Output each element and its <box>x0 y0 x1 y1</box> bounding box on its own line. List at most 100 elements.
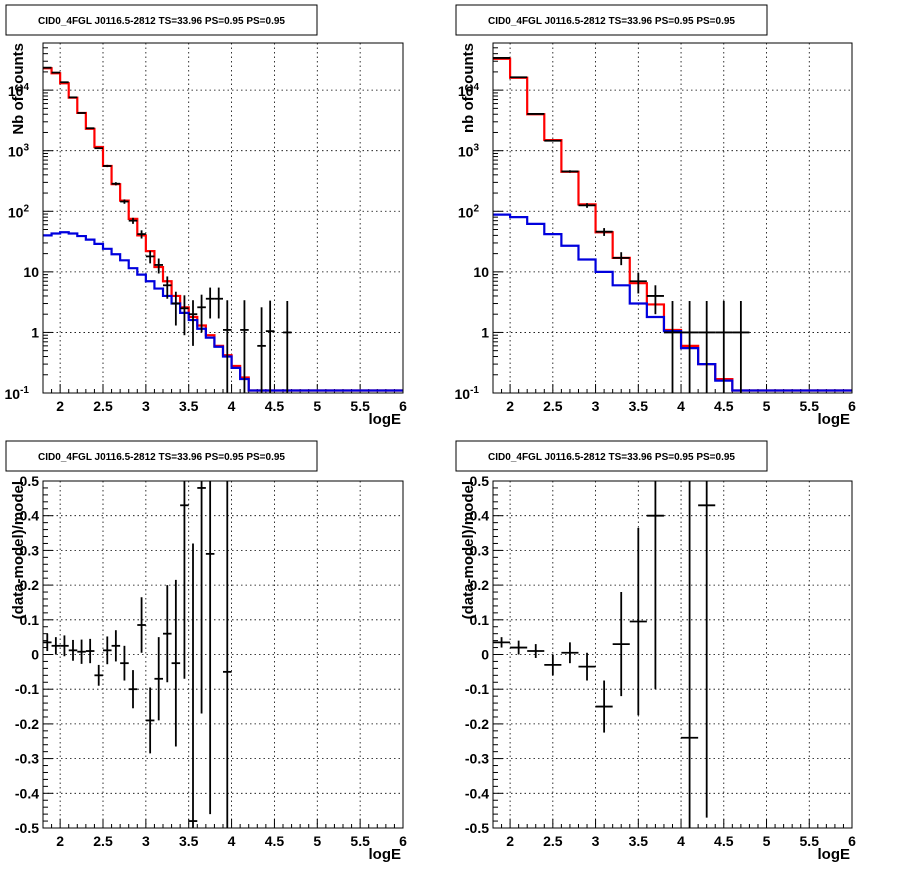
x-axis-title: logE <box>369 846 402 863</box>
y-axis-title: (data-model)/model <box>460 481 477 619</box>
x-tick-label: 3 <box>592 833 600 849</box>
plot-frame <box>42 42 404 394</box>
y-tick-label-exp: 3 <box>473 143 479 154</box>
residual-point <box>103 636 112 665</box>
y-tick-label: 10-1 <box>455 385 480 402</box>
x-tick-label: 3.5 <box>179 398 199 414</box>
x-tick-label: 4.5 <box>714 833 734 849</box>
y-tick-label: 102 <box>8 203 30 220</box>
chart-title: CID0_4FGL J0116.5-2812 TS=33.96 PS=0.95 … <box>488 16 735 27</box>
y-tick-label-exp: 4 <box>23 82 29 93</box>
x-tick-label: 4 <box>677 398 685 414</box>
x-tick-label: 4.5 <box>265 833 285 849</box>
y-tick-label-base: 10 <box>458 83 474 99</box>
data-point <box>715 301 733 393</box>
data-point <box>223 300 232 393</box>
residual-point <box>595 680 613 733</box>
y-tick-label: -0.5 <box>15 820 39 836</box>
y-axis-title: Nb of counts <box>10 43 27 135</box>
residual-point <box>629 527 647 716</box>
x-tick-label: 4 <box>228 833 236 849</box>
x-tick-label: 6 <box>848 398 856 414</box>
x-tick-label: 6 <box>848 833 856 849</box>
x-tick-label: 4 <box>228 398 236 414</box>
title-box <box>5 4 318 36</box>
residual-point <box>85 638 95 664</box>
data-point <box>137 230 146 239</box>
x-tick-label: 2.5 <box>93 833 113 849</box>
y-tick-label-exp: -1 <box>20 385 29 396</box>
y-tick-label-base: 10 <box>8 204 24 220</box>
y-tick-label: 0.4 <box>470 508 490 524</box>
data-point <box>527 113 545 115</box>
histogram-series-2 <box>43 231 403 392</box>
histogram-series-2 <box>493 213 852 392</box>
y-tick-label: -0.4 <box>15 785 39 801</box>
data-point <box>94 147 103 150</box>
y-axis-title: nb of counts <box>460 43 477 133</box>
x-tick-label: 2 <box>506 833 514 849</box>
residual-point <box>180 481 189 679</box>
y-tick-label-exp: 2 <box>473 203 479 214</box>
y-tick-label: -0.1 <box>465 681 489 697</box>
plot-area <box>493 481 716 828</box>
residual-point <box>94 664 103 686</box>
x-tick-label: 2.5 <box>543 833 563 849</box>
data-point <box>732 301 750 393</box>
y-tick-label: 0.5 <box>470 473 490 489</box>
residual-point <box>145 687 155 754</box>
data-point <box>698 301 716 393</box>
residual-point <box>544 654 562 676</box>
data-point <box>646 285 664 315</box>
x-tick-label: 6 <box>399 398 407 414</box>
x-axis-title: logE <box>818 411 851 428</box>
plot-frame <box>42 480 404 829</box>
x-tick-label: 3 <box>142 833 150 849</box>
residual-point <box>171 579 181 747</box>
data-point <box>205 287 215 319</box>
x-tick-label: 4.5 <box>265 398 285 414</box>
data-point <box>180 295 189 336</box>
chart-title: CID0_4FGL J0116.5-2812 TS=33.96 PS=0.95 … <box>38 16 285 27</box>
data-point <box>283 301 292 393</box>
plot-area <box>43 481 232 828</box>
x-tick-label: 3.5 <box>179 833 199 849</box>
x-tick-label: 2 <box>56 398 64 414</box>
data-point <box>163 276 172 299</box>
residual-point <box>223 481 232 828</box>
data-point <box>154 258 163 274</box>
residual-point <box>646 481 664 690</box>
y-tick-label-base: 10 <box>458 204 474 220</box>
y-tick-label: -0.2 <box>465 716 489 732</box>
data-point <box>85 127 95 130</box>
y-tick-label-base: 10 <box>5 386 21 402</box>
residual-point <box>68 639 78 661</box>
data-point <box>103 164 112 168</box>
residual-point <box>43 633 52 652</box>
x-tick-label: 5.5 <box>350 398 370 414</box>
panel-3: CID0_4FGL J0116.5-2812 TS=33.96 PS=0.95 … <box>5 440 407 863</box>
data-point <box>629 272 647 294</box>
residual-point <box>527 644 545 658</box>
y-tick-label: 102 <box>458 203 480 220</box>
data-point <box>578 203 596 208</box>
x-axis-title: logE <box>369 411 402 428</box>
y-tick-label: 0.1 <box>470 612 490 628</box>
residual-point <box>163 585 172 683</box>
y-tick-label-base: 10 <box>455 386 471 402</box>
residual-point <box>578 652 596 681</box>
y-tick-label: 10 <box>23 264 39 280</box>
y-tick-label: -0.3 <box>465 751 489 767</box>
y-tick-label-base: 10 <box>458 144 474 160</box>
residual-point <box>698 481 716 818</box>
y-tick-label-exp: 3 <box>23 143 29 154</box>
residual-point <box>205 481 215 815</box>
data-point <box>214 287 223 319</box>
plot-frame <box>492 480 853 829</box>
y-tick-label: 103 <box>458 143 480 160</box>
y-tick-label: 0.2 <box>20 577 40 593</box>
data-point <box>561 170 579 173</box>
x-tick-label: 3 <box>592 398 600 414</box>
y-tick-label: 0.4 <box>20 508 40 524</box>
y-tick-label: 0 <box>481 647 489 663</box>
